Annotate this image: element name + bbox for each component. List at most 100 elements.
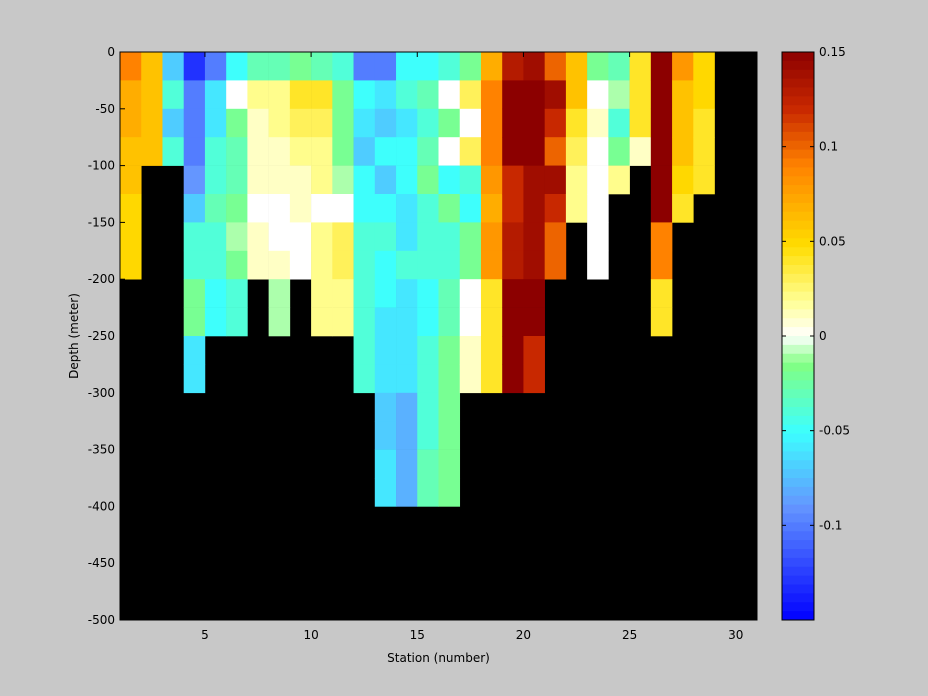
y-tick-label: -450 <box>88 556 115 570</box>
colorbar-strip <box>782 593 814 603</box>
heatmap-cell <box>459 250 482 280</box>
colorbar-strip <box>782 176 814 186</box>
heatmap-cell <box>417 80 439 110</box>
colorbar-strip <box>782 52 814 62</box>
colorbar-strip <box>782 566 814 577</box>
heatmap-cell <box>162 108 184 138</box>
heatmap-cell <box>502 80 524 110</box>
heatmap-cell <box>183 165 206 195</box>
heatmap-cell <box>141 52 163 81</box>
heatmap-cell <box>374 165 397 195</box>
heatmap-cell <box>396 194 418 223</box>
heatmap-cell <box>374 52 397 81</box>
heatmap-cell <box>438 336 461 365</box>
y-tick-label: -100 <box>88 159 115 173</box>
x-axis-label: Station (number) <box>387 651 490 665</box>
heatmap-cell <box>565 137 588 166</box>
heatmap-cell <box>353 108 376 138</box>
heatmap-cell <box>311 165 333 195</box>
colorbar-strip <box>782 238 814 248</box>
heatmap-cell <box>480 336 503 365</box>
colorbar-strip <box>782 140 814 151</box>
heatmap-cell <box>480 222 503 252</box>
heatmap-cell <box>247 52 269 81</box>
heatmap-cell <box>247 250 269 280</box>
heatmap-cell <box>332 108 354 138</box>
heatmap-cell <box>438 165 461 195</box>
colorbar-strip <box>782 478 814 488</box>
colorbar: 0.15 0.1 0.05 0 -0.05 -0.1 <box>781 45 850 621</box>
heatmap-cell <box>587 137 609 166</box>
colorbar-strip <box>782 309 814 319</box>
heatmap-cell <box>480 165 503 195</box>
heatmap-cell <box>672 80 694 110</box>
heatmap-cell <box>417 392 439 422</box>
heatmap-cell <box>374 364 397 394</box>
heatmap-cell <box>459 307 482 337</box>
heatmap-cell <box>417 194 439 223</box>
heatmap-cell <box>650 307 673 337</box>
y-tick-label: -50 <box>95 102 115 116</box>
colorbar-strip <box>782 398 814 408</box>
heatmap-cell <box>587 250 609 280</box>
heatmap-cell <box>141 108 163 138</box>
colorbar-strip <box>782 265 814 275</box>
heatmap-cell <box>183 307 206 337</box>
heatmap-cell <box>289 137 312 166</box>
heatmap-cell <box>438 307 461 337</box>
heatmap-cell <box>650 52 673 81</box>
heatmap-cell <box>332 222 354 252</box>
heatmap-cell <box>353 137 376 166</box>
heatmap-cell <box>396 108 418 138</box>
colorbar-strips <box>782 52 814 621</box>
heatmap-cell <box>247 165 269 195</box>
colorbar-strip <box>782 336 814 346</box>
colorbar-tick-label: 0 <box>819 329 827 343</box>
colorbar-ticks: 0.15 0.1 0.05 0 -0.05 -0.1 <box>782 45 850 532</box>
heatmap-cell <box>332 52 354 81</box>
colorbar-strip <box>782 460 814 470</box>
y-tick-label: -400 <box>88 499 115 513</box>
heatmap-cell <box>459 137 482 166</box>
heatmap-cell <box>417 364 439 394</box>
heatmap-cell <box>268 52 291 81</box>
heatmap-cell <box>396 80 418 110</box>
colorbar-strip <box>782 513 814 523</box>
y-tick-label: -500 <box>88 613 115 627</box>
heatmap-cell <box>374 279 397 308</box>
heatmap-cell <box>459 52 482 81</box>
heatmap-cell <box>608 108 630 138</box>
heatmap-cell <box>289 80 312 110</box>
colorbar-strip <box>782 407 814 417</box>
heatmap-cell <box>120 80 142 110</box>
colorbar-strip <box>782 273 814 284</box>
heatmap-cell <box>396 421 418 450</box>
heatmap-cell <box>672 52 694 81</box>
heatmap-cell <box>204 250 227 280</box>
heatmap-cell <box>693 52 715 81</box>
heatmap-cell <box>480 364 503 394</box>
colorbar-strip <box>782 575 814 585</box>
heatmap-cell <box>396 222 418 252</box>
heatmap-cell <box>353 165 376 195</box>
heatmap-cell <box>523 250 545 280</box>
heatmap-cell <box>544 80 567 110</box>
heatmap-cell <box>226 307 248 337</box>
colorbar-strip <box>782 540 814 550</box>
heatmap-cell <box>204 222 227 252</box>
x-tick-label: 15 <box>410 628 425 642</box>
heatmap-cell <box>396 137 418 166</box>
colorbar-strip <box>782 300 814 310</box>
heatmap-cell <box>353 222 376 252</box>
heatmap-cell <box>480 80 503 110</box>
heatmap-cell <box>353 307 376 337</box>
heatmap-cells <box>120 52 715 507</box>
heatmap-cell <box>629 80 652 110</box>
heatmap-cell <box>396 449 418 479</box>
y-tick-label: 0 <box>107 45 115 59</box>
colorbar-strip <box>782 442 814 452</box>
colorbar-tick-label: -0.1 <box>819 518 842 532</box>
heatmap-cell <box>502 108 524 138</box>
x-tick-label: 5 <box>201 628 209 642</box>
colorbar-strip <box>782 123 814 133</box>
